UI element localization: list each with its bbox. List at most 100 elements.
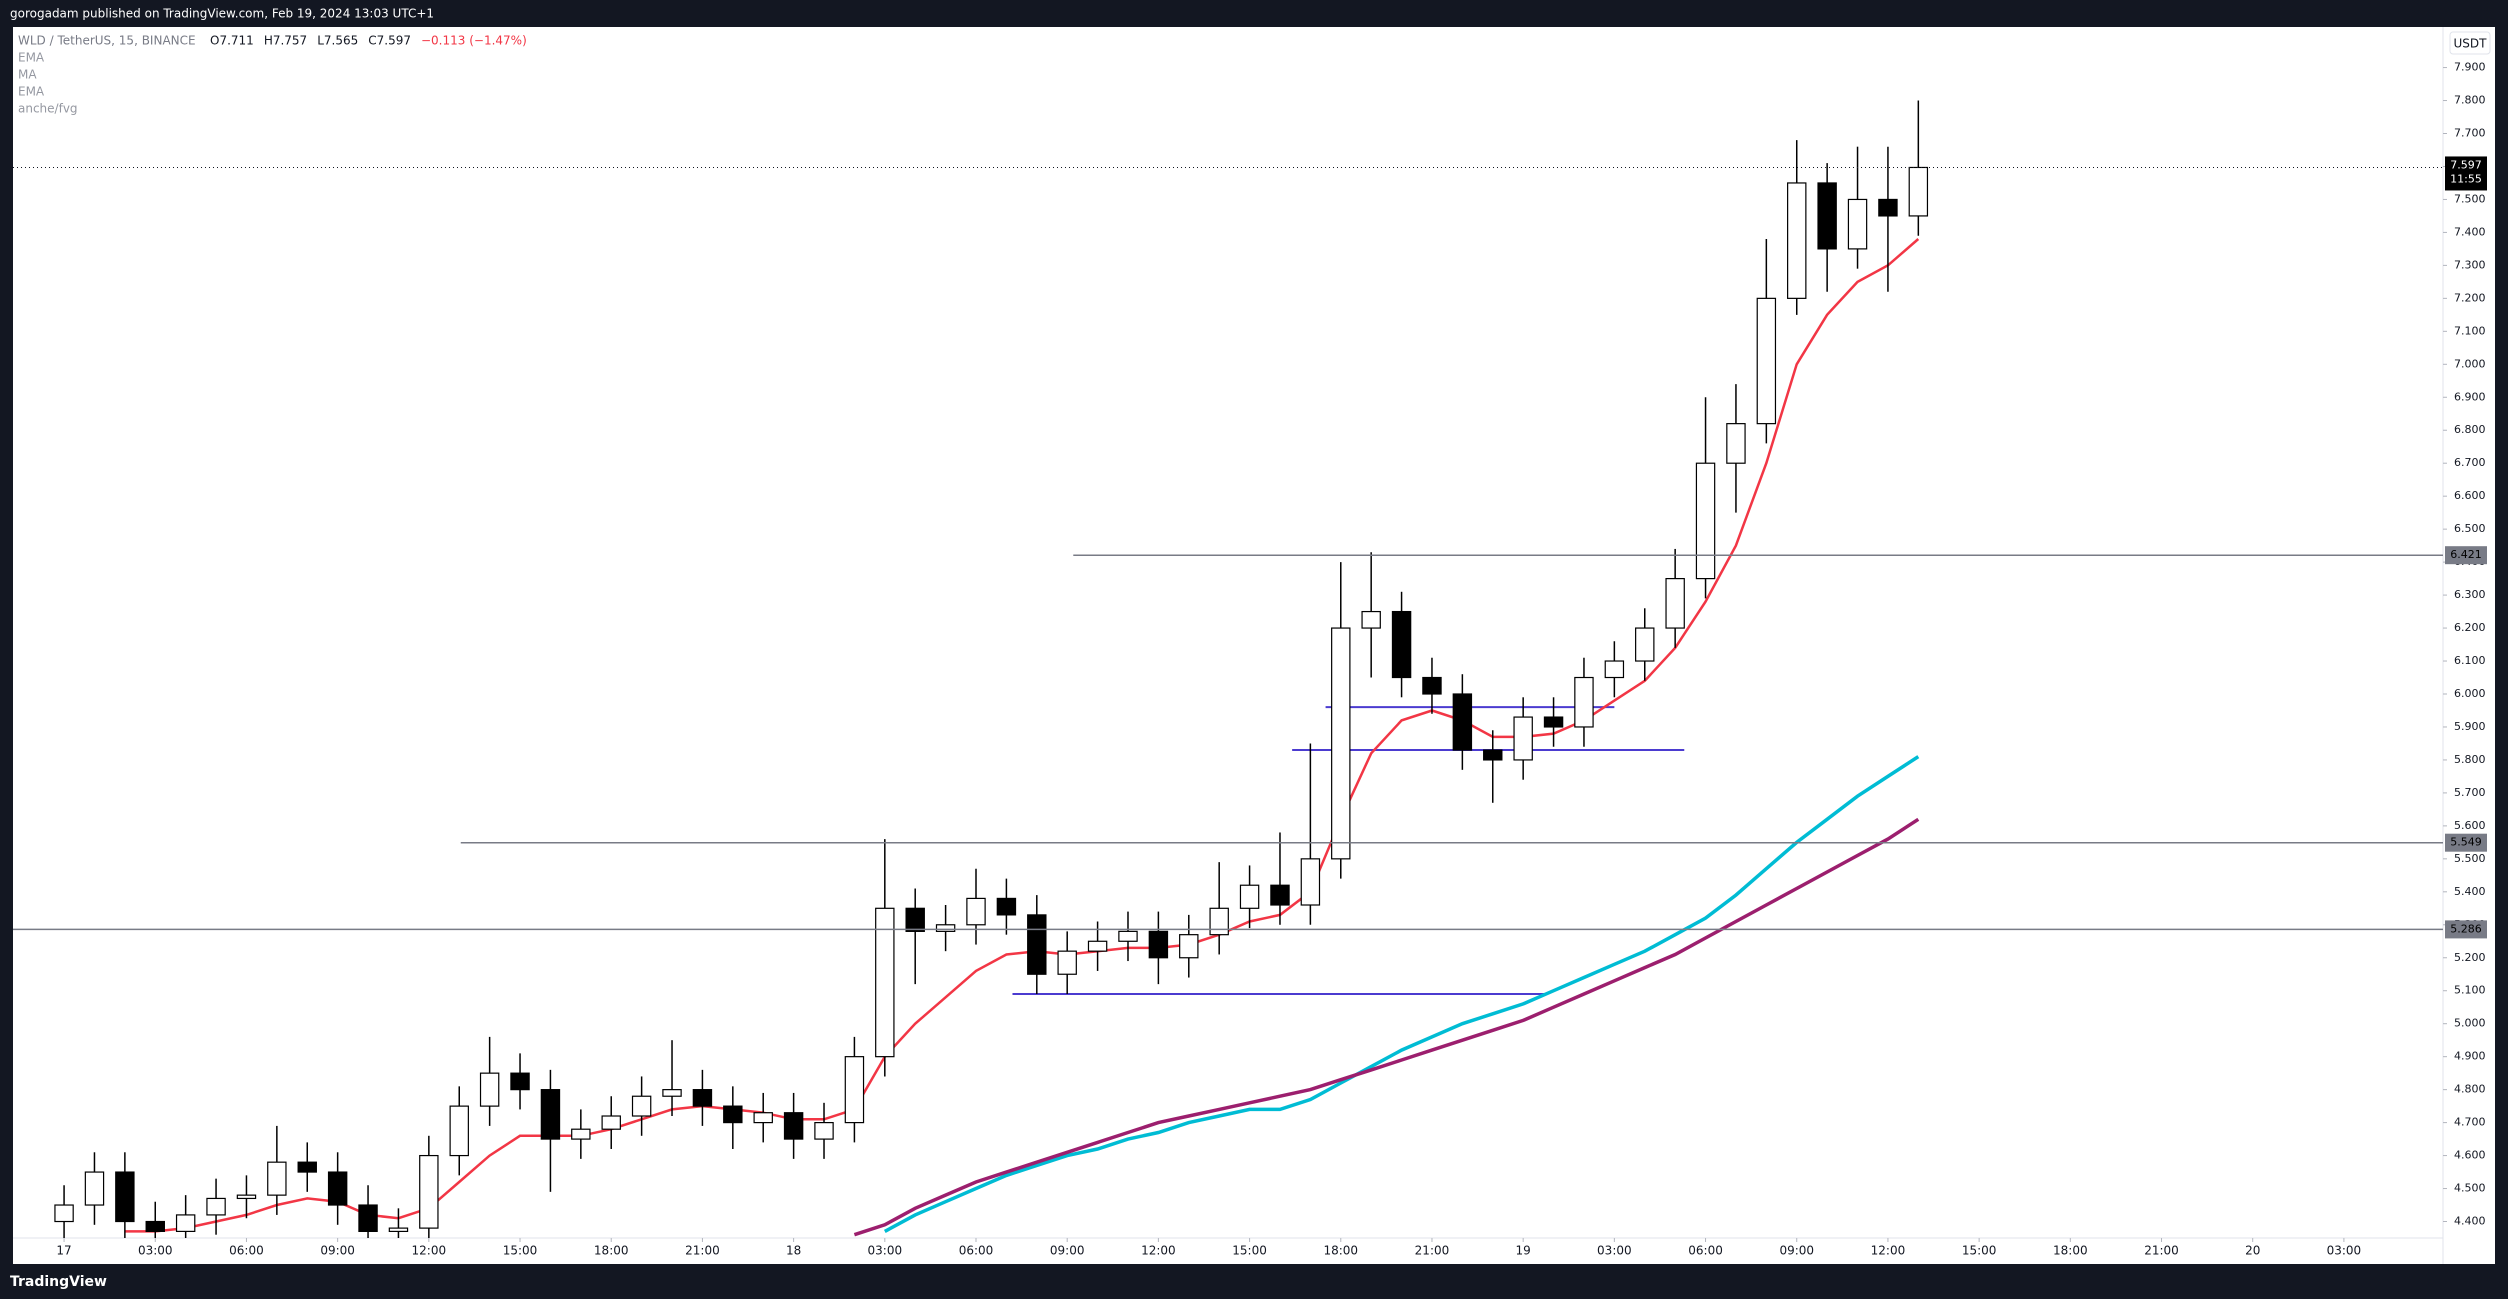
y-tick-label: 4.700: [2454, 1116, 2486, 1129]
y-tick-label: 4.400: [2454, 1215, 2486, 1228]
x-tick-label: 06:00: [959, 1244, 994, 1258]
x-tick-label: 15:00: [503, 1244, 538, 1258]
x-tick-label: 06:00: [1688, 1244, 1723, 1258]
candle-body: [510, 1072, 530, 1091]
y-tick-label: 5.900: [2454, 720, 2486, 733]
x-tick-label: 06:00: [229, 1244, 264, 1258]
x-tick-label: 18:00: [1323, 1244, 1358, 1258]
x-tick-label: 21:00: [2144, 1244, 2179, 1258]
candle-body: [236, 1194, 257, 1200]
candle-body: [206, 1197, 226, 1216]
y-tick-label: 7.000: [2454, 357, 2486, 370]
candle-body: [1543, 716, 1564, 728]
candle-body: [753, 1112, 773, 1124]
candle-body: [1665, 577, 1685, 629]
candle-body: [1513, 716, 1533, 761]
y-tick-label: 7.400: [2454, 225, 2486, 238]
x-tick-label: 18:00: [2053, 1244, 2088, 1258]
y-tick-label: 7.300: [2454, 258, 2486, 271]
x-tick-label: 12:00: [1141, 1244, 1176, 1258]
y-tick-label: 5.000: [2454, 1017, 2486, 1030]
candle-body: [723, 1105, 743, 1124]
y-tick-label: 5.100: [2454, 984, 2486, 997]
candle-body: [145, 1220, 165, 1233]
currency-box[interactable]: [2449, 31, 2491, 55]
y-tick-label: 5.200: [2454, 951, 2486, 964]
last-price: 7.597: [2450, 158, 2482, 171]
candle-body: [1331, 627, 1351, 860]
candle-body: [1270, 884, 1290, 906]
candle-body: [1148, 930, 1169, 959]
ohlc-legend: O7.711 H7.757 L7.565 C7.597 −0.113 (−1.47%): [210, 34, 527, 48]
y-tick-label: 6.500: [2454, 522, 2486, 535]
y-tick-label: 7.800: [2454, 94, 2486, 107]
candle-body: [1695, 462, 1716, 580]
candle-body: [966, 897, 986, 926]
x-tick-label: 21:00: [1415, 1244, 1450, 1258]
y-tick-label: 5.400: [2454, 885, 2486, 898]
symbol: WLD / TetherUS, 15, BINANCE: [18, 34, 196, 48]
y-tick-label: 6.300: [2454, 588, 2486, 601]
level-label: 6.421: [2450, 548, 2482, 561]
ohlc-value: L7.565: [317, 34, 358, 48]
indicator-label: EMA: [18, 85, 45, 99]
level-label: 5.286: [2450, 922, 2482, 935]
candle-body: [1391, 610, 1412, 679]
y-tick-label: 4.500: [2454, 1182, 2486, 1195]
candle-body: [935, 924, 956, 932]
header: gorogadam published on TradingView.com, …: [10, 7, 434, 21]
x-tick-label: 17: [56, 1244, 71, 1258]
candle-body: [1118, 930, 1138, 942]
y-tick-label: 6.700: [2454, 456, 2486, 469]
y-tick-label: 4.900: [2454, 1050, 2486, 1063]
x-tick-label: 09:00: [320, 1244, 355, 1258]
ohlc-value: −0.113 (−1.47%): [421, 34, 527, 48]
x-tick-label: 03:00: [868, 1244, 903, 1258]
x-tick-label: 19: [1516, 1244, 1531, 1258]
y-tick-label: 5.600: [2454, 819, 2486, 832]
x-tick-label: 15:00: [1962, 1244, 1997, 1258]
indicator-label: MA: [18, 68, 37, 82]
candle-body: [844, 1056, 865, 1124]
y-tick-label: 5.700: [2454, 786, 2486, 799]
candle-body: [1756, 297, 1777, 425]
candle-body: [115, 1171, 135, 1223]
y-tick-label: 7.100: [2454, 324, 2486, 337]
candle-body: [1239, 884, 1260, 909]
last-price-box: [2445, 156, 2487, 191]
level-label-box: [2445, 920, 2487, 939]
x-tick-label: 03:00: [138, 1244, 173, 1258]
candle-body: [1087, 940, 1108, 952]
candle-body: [327, 1171, 348, 1206]
footer-logo: TradingView: [10, 1274, 107, 1290]
candle-body: [571, 1128, 591, 1140]
y-tick-label: 7.900: [2454, 61, 2486, 74]
candle-body: [1361, 610, 1381, 629]
indicator-line: [853, 817, 1920, 1237]
candle-body: [1908, 166, 1929, 217]
x-tick-label: 18:00: [594, 1244, 629, 1258]
candle-body: [297, 1161, 317, 1173]
x-tick-label: 09:00: [1779, 1244, 1814, 1258]
candle-body: [419, 1154, 439, 1229]
candle-body: [540, 1089, 561, 1140]
ohlc-value: O7.711: [210, 34, 254, 48]
ohlc-value: C7.597: [368, 34, 411, 48]
x-tick-label: 20: [2245, 1244, 2260, 1258]
chart-area: [13, 27, 2495, 1264]
candle-body: [1817, 182, 1837, 250]
indicator-line: [883, 755, 1920, 1233]
candle-body: [388, 1227, 409, 1233]
y-tick-label: 6.800: [2454, 423, 2486, 436]
candle-body: [905, 907, 925, 932]
y-tick-label: 6.600: [2454, 489, 2486, 502]
currency[interactable]: USDT: [2454, 37, 2488, 51]
candle-body: [267, 1161, 287, 1196]
candle-body: [631, 1095, 652, 1117]
y-tick-label: 7.200: [2454, 291, 2486, 304]
candle-body: [875, 907, 895, 1058]
y-tick-label: 7.700: [2454, 127, 2486, 140]
y-tick-label: 7.500: [2454, 192, 2486, 205]
level-label: 5.549: [2450, 836, 2482, 849]
x-tick-label: 09:00: [1050, 1244, 1085, 1258]
